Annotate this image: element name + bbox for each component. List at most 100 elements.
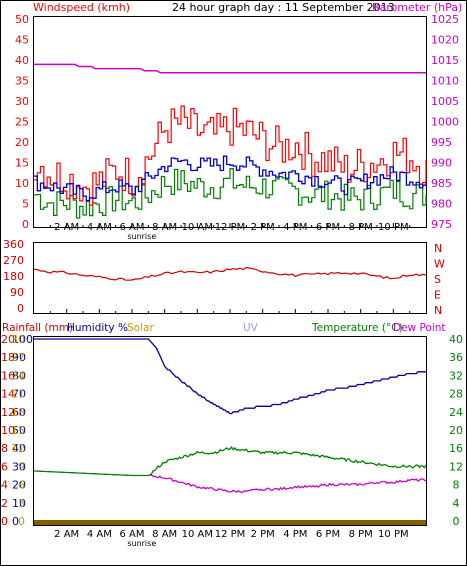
- time-label: 2 PM: [251, 529, 275, 540]
- humidity-tick-label: 20: [12, 479, 26, 492]
- rainfall-tick-label: 0: [1, 515, 8, 528]
- time-label: 8 PM: [349, 222, 373, 233]
- sunrise-label: sunrise: [127, 232, 156, 241]
- time-label: 6 AM: [119, 222, 144, 233]
- baro-tick-label: 980: [431, 198, 452, 211]
- sunrise-label: sunrise: [127, 539, 156, 548]
- baro-tick-label: 990: [431, 157, 452, 170]
- compass-label: S: [434, 273, 441, 286]
- compass-label: W: [434, 258, 445, 271]
- baro-tick-label: 1015: [431, 54, 459, 67]
- solar-tick-label: 18: [11, 406, 25, 419]
- temp-tick-label: 36: [449, 351, 463, 364]
- time-label: 2 PM: [251, 222, 275, 233]
- wind-tick-label: 5: [22, 198, 29, 211]
- baro-tick-label: 985: [431, 177, 452, 190]
- direction-panel-frame: [33, 242, 427, 314]
- humidity-tick-label: 0: [12, 515, 19, 528]
- compass-label: E: [434, 289, 441, 302]
- temp-panel-frame: [33, 336, 427, 526]
- wind-tick-label: 25: [15, 116, 29, 129]
- time-label: 12 PM: [215, 529, 246, 540]
- time-label: 10 PM: [378, 222, 409, 233]
- humidity-tick-label: 60: [12, 406, 26, 419]
- time-label: 2 AM: [54, 529, 79, 540]
- temp-tick-label: 0: [453, 515, 460, 528]
- humidity-tick-label: 40: [12, 442, 26, 455]
- solar-tick-label: 15: [11, 424, 25, 437]
- humidity-tick-label: 80: [12, 369, 26, 382]
- time-label: 10 PM: [378, 529, 409, 540]
- time-label: 8 PM: [349, 529, 373, 540]
- wind-tick-label: 30: [15, 95, 29, 108]
- dew-point-series: [148, 474, 427, 494]
- time-label: 4 AM: [87, 222, 112, 233]
- wind-tick-label: 15: [15, 157, 29, 170]
- wind-tick-label: 50: [15, 13, 29, 26]
- direction-tick-label: 180: [3, 270, 24, 283]
- rainfall-bar: [34, 520, 426, 525]
- uv-label: UV: [243, 322, 259, 334]
- humidity-tick-label: 90: [12, 351, 26, 364]
- wind-panel-frame: [33, 16, 427, 228]
- baro-tick-label: 975: [431, 218, 452, 231]
- solar-tick-label: 21: [11, 388, 25, 401]
- humidity-tick-label: 70: [12, 388, 26, 401]
- temperature-series: [33, 445, 427, 477]
- wind-tick-label: 45: [15, 34, 29, 47]
- humidity-tick-label: 100: [12, 333, 33, 346]
- solar-tick-label: 12: [11, 442, 25, 455]
- rainfall-tick-label: 8: [1, 442, 8, 455]
- solar-tick-label: 30: [11, 333, 25, 346]
- temp-tick-label: 32: [449, 369, 463, 382]
- rainfall-tick-label: 4: [1, 479, 8, 492]
- compass-label: N: [434, 242, 442, 255]
- baro-tick-label: 995: [431, 136, 452, 149]
- direction-tick-label: 90: [10, 286, 24, 299]
- time-label: 6 PM: [316, 529, 340, 540]
- humidity-tick-label: 50: [12, 424, 26, 437]
- humidity-tick-label: 30: [12, 460, 26, 473]
- direction-tick-label: 270: [3, 254, 24, 267]
- rainfall-tick-label: 20: [1, 333, 15, 346]
- solar-tick-label: 3: [18, 497, 25, 510]
- rainfall-tick-label: 18: [1, 351, 15, 364]
- baro-tick-label: 1000: [431, 116, 459, 129]
- wind-tick-label: 40: [15, 54, 29, 67]
- humidity-label: Humidity %: [67, 322, 128, 334]
- solar-tick-label: 6: [18, 479, 25, 492]
- temp-tick-label: 40: [449, 333, 463, 346]
- graph-title: 24 hour graph day : 11 September 2013: [172, 1, 395, 14]
- solar-tick-label: 9: [18, 460, 25, 473]
- rainfall-tick-label: 16: [1, 369, 15, 382]
- rainfall-tick-label: 14: [1, 388, 15, 401]
- baro-tick-label: 1005: [431, 95, 459, 108]
- time-label: 4 PM: [283, 222, 307, 233]
- time-label: 12 PM: [215, 222, 246, 233]
- wind-tick-label: 20: [15, 136, 29, 149]
- barometer-series: [34, 63, 426, 74]
- baro-tick-label: 1010: [431, 75, 459, 88]
- direction-tick-label: 0: [17, 302, 24, 315]
- time-label: 4 PM: [283, 529, 307, 540]
- barometer-label: Barometer (hPa): [372, 1, 462, 14]
- windspeed-label: Windspeed (kmh): [33, 1, 130, 14]
- solar-tick-label: 24: [11, 369, 25, 382]
- temp-tick-label: 28: [449, 388, 463, 401]
- temperature-label: Temperature (°C): [311, 322, 403, 334]
- wind-tick-label: 10: [15, 177, 29, 190]
- temp-tick-label: 16: [449, 442, 463, 455]
- direction-tick-label: 360: [3, 238, 24, 251]
- rainfall-tick-label: 12: [1, 406, 15, 419]
- dew-point-label: Dew Point: [393, 322, 446, 334]
- time-label: 10 AM: [182, 222, 213, 233]
- baro-tick-label: 1020: [431, 34, 459, 47]
- wind-tick-label: 35: [15, 75, 29, 88]
- rainfall-tick-label: 2: [1, 497, 8, 510]
- rainfall-tick-label: 10: [1, 424, 15, 437]
- humidity-series: [34, 338, 426, 415]
- time-label: 10 AM: [182, 529, 213, 540]
- solar-label: Solar: [127, 322, 154, 334]
- compass-label: N: [434, 304, 442, 317]
